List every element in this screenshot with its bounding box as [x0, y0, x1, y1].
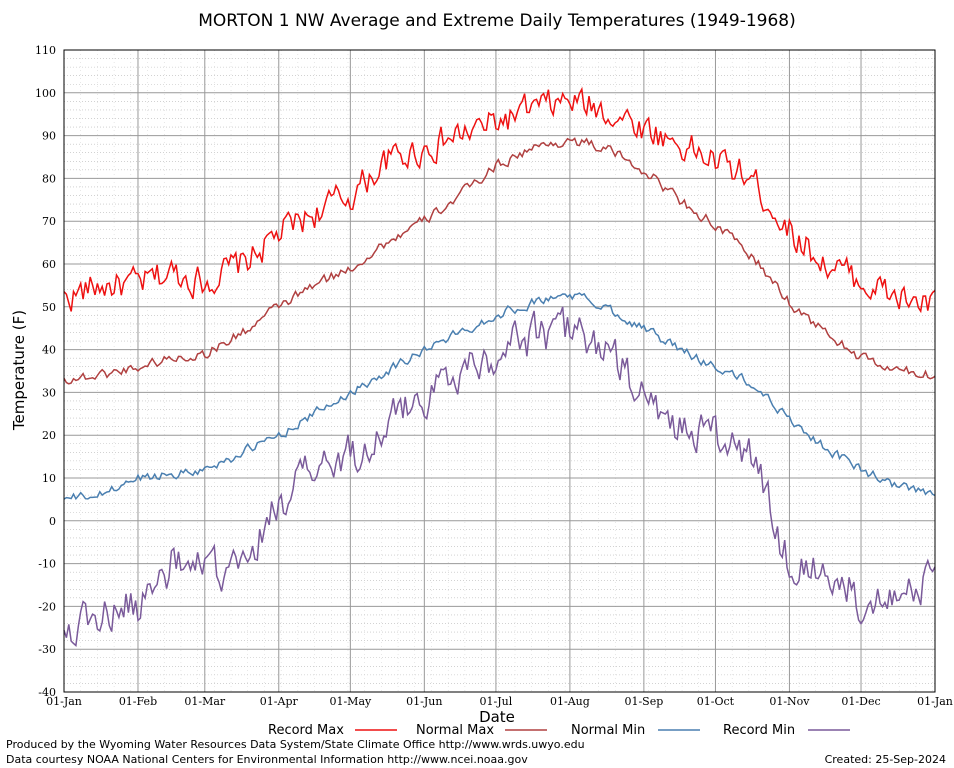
y-tick-label: 30 [42, 386, 56, 399]
footer-data-courtesy: Data courtesy NOAA National Centers for … [6, 753, 528, 766]
legend-label-record-max: Record Max [268, 723, 344, 738]
x-tick-label: 01-Aug [550, 695, 590, 708]
footer-produced-by: Produced by the Wyoming Water Resources … [6, 738, 585, 751]
y-tick-label: 80 [42, 172, 56, 185]
x-tick-label: 01-Jan [46, 695, 82, 708]
x-tick-label: 01-Jan [917, 695, 953, 708]
legend-label-normal-max: Normal Max [416, 723, 494, 738]
x-tick-label: 01-Jun [406, 695, 442, 708]
series-line-record-min [63, 306, 936, 647]
legend-label-normal-min: Normal Min [571, 723, 645, 738]
major-gridlines [63, 49, 936, 693]
x-tick-label: 01-May [329, 695, 372, 708]
footer-created: Created: 25-Sep-2024 [824, 753, 946, 766]
y-axis-label: Temperature (F) [10, 310, 28, 431]
x-tick-label: 01-Jul [480, 695, 513, 708]
x-tick-label: 01-Sep [624, 695, 663, 708]
y-tick-label: 50 [42, 301, 56, 314]
y-tick-label: 70 [42, 215, 56, 228]
y-tick-label: -10 [38, 558, 56, 571]
series-lines [63, 86, 936, 647]
y-tick-label: 110 [35, 44, 56, 57]
x-tick-label: 01-Oct [697, 695, 735, 708]
y-tick-label: 20 [42, 429, 56, 442]
y-tick-label: -40 [38, 686, 56, 699]
y-tick-label: 60 [42, 258, 56, 271]
y-tick-label: 0 [49, 515, 56, 528]
x-axis-label: Date [479, 708, 515, 726]
y-tick-labels: -40 -30 -20 -10 0 10 20 30 40 50 60 70 80 90 100 110 [35, 44, 56, 699]
x-tick-label: 01-Feb [119, 695, 157, 708]
series-line-normal-max [63, 137, 936, 385]
y-tick-label: 100 [35, 87, 56, 100]
y-tick-label: 10 [42, 472, 56, 485]
plot-area [63, 49, 936, 693]
chart-title: MORTON 1 NW Average and Extreme Daily Te… [198, 11, 796, 31]
y-tick-label: -20 [38, 600, 56, 613]
legend-label-record-min: Record Min [723, 723, 795, 738]
legend: Record Max Normal Max Normal Min Record … [268, 723, 850, 738]
series-line-record-max [63, 86, 936, 314]
plot-border [63, 49, 936, 693]
series-line-normal-min [63, 292, 936, 501]
x-tick-label: 01-Dec [841, 695, 880, 708]
y-tick-label: 90 [42, 130, 56, 143]
y-tick-label: -30 [38, 643, 56, 656]
x-tick-label: 01-Nov [769, 695, 810, 708]
y-tick-label: 40 [42, 344, 56, 357]
x-tick-label: 01-Apr [260, 695, 299, 708]
x-tick-labels: 01-Jan 01-Feb 01-Mar 01-Apr 01-May 01-Jun 01-J… [46, 695, 953, 708]
x-tick-label: 01-Mar [184, 695, 226, 708]
